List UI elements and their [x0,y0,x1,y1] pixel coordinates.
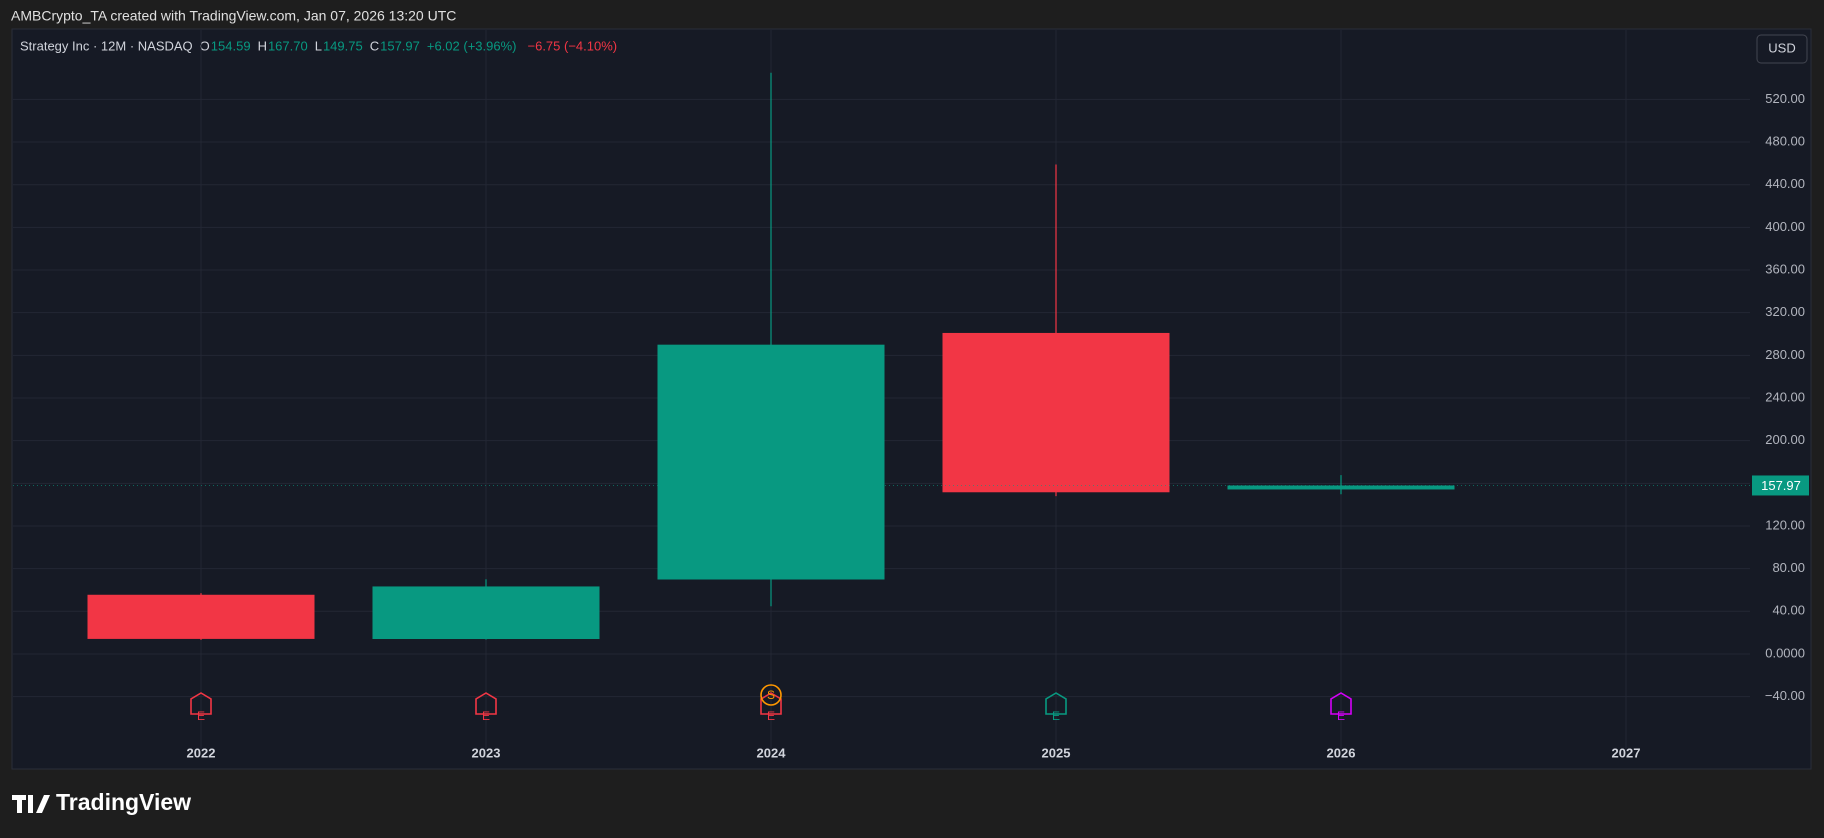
earnings-badge [190,692,212,715]
legend-change: +6.02 (+3.96%) [427,38,517,53]
chart-panel [11,28,1812,770]
earnings-badge [1330,692,1352,715]
y-tick-label: 400.00 [1765,219,1805,234]
logo-text: TradingView [56,789,191,815]
last-price-tag [1752,475,1809,496]
earnings-badge [760,692,782,715]
candle-body [372,586,600,640]
legend-high: 167.70 [268,38,308,53]
x-tick-label: 2022 [187,745,216,760]
earnings-marker: E [1337,709,1345,723]
candle-body [942,332,1170,493]
y-tick-label: 0.0000 [1765,645,1805,660]
candle-body [1227,485,1455,490]
y-tick-label: 320.00 [1765,304,1805,319]
legend-low: 149.75 [323,38,363,53]
earnings-marker: E [197,709,205,723]
y-tick-label: 520.00 [1765,91,1805,106]
x-tick-label: 2023 [472,745,501,760]
y-tick-label: 280.00 [1765,347,1805,362]
legend-low-label: L [315,38,322,53]
y-tick-label: 200.00 [1765,432,1805,447]
y-tick-label: 40.00 [1772,603,1805,618]
legend-symbol: Strategy Inc · 12M · NASDAQ [20,38,193,53]
x-tick-label: 2026 [1327,745,1356,760]
y-tick-label: 120.00 [1765,517,1805,532]
earnings-badge [1045,692,1067,715]
legend: Strategy Inc · 12M · NASDAQ O 154.59 H 167.7… [20,38,617,53]
candle-body [657,344,885,580]
y-tick-label: 480.00 [1765,133,1805,148]
legend-high-label: H [258,38,267,53]
earnings-marker: E [482,709,490,723]
legend-close-label: C [370,38,379,53]
legend-open: 154.59 [211,38,251,53]
earnings-marker: E [767,709,775,723]
logo-icon [12,795,50,813]
x-tick-label: 2024 [757,745,787,760]
legend-close: 157.97 [380,38,420,53]
logo: TradingView [12,789,191,815]
last-price-label: 157.97 [1761,478,1801,493]
earnings-badge [475,692,497,715]
x-tick-label: 2027 [1612,745,1641,760]
header-text: AMBCrypto_TA created with TradingView.co… [11,8,456,24]
y-tick-label: 240.00 [1765,389,1805,404]
y-tick-label: −40.00 [1765,688,1805,703]
x-tick-label: 2025 [1042,745,1071,760]
split-marker: S [767,688,775,702]
currency-label: USD [1768,40,1795,55]
legend-open-label: O [200,38,210,53]
candle-body [87,594,315,639]
y-tick-label: 80.00 [1772,560,1805,575]
earnings-marker: E [1052,709,1060,723]
legend-change-other: −6.75 (−4.10%) [528,38,618,53]
currency-button[interactable] [1756,34,1808,64]
split-badge [760,684,782,706]
y-tick-label: 360.00 [1765,261,1805,276]
y-tick-label: 440.00 [1765,176,1805,191]
